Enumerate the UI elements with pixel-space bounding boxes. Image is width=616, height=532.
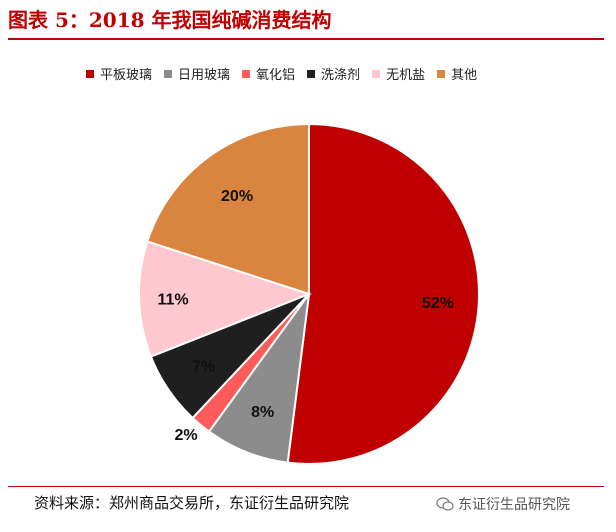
pie-chart: 52% 8% 2% 7% 11% 20% (138, 122, 481, 465)
legend-item-2: 氧化铝 (242, 64, 295, 83)
legend-swatch-3 (307, 69, 316, 78)
legend-label-1: 日用玻璃 (178, 68, 231, 83)
legend-item-3: 洗涤剂 (307, 64, 360, 83)
watermark: 东证衍生品研究院 (436, 494, 570, 514)
pie-label-1: 8% (251, 404, 274, 421)
source-divider (8, 486, 604, 487)
legend-item-5: 其他 (437, 64, 477, 83)
legend-label-3: 洗涤剂 (321, 68, 361, 83)
legend-label-5: 其他 (451, 68, 478, 83)
title-divider (8, 38, 604, 40)
legend-swatch-2 (242, 69, 251, 78)
pie-slice-4 (138, 240, 312, 358)
legend-swatch-0 (86, 69, 94, 78)
wechat-icon (436, 497, 454, 511)
source-note: 资料来源：郑州商品交易所，东证衍生品研究院 (34, 494, 350, 512)
legend-swatch-5 (437, 69, 446, 78)
pie-label-2: 2% (174, 427, 197, 444)
legend-swatch-4 (372, 69, 381, 78)
legend-item-1: 日用玻璃 (164, 64, 230, 83)
legend-label-0: 平板玻璃 (100, 68, 153, 83)
legend-item-0: 平板玻璃 (86, 64, 152, 83)
pie-label-4: 11% (157, 291, 188, 308)
chart-title: 图表 5：2018 年我国纯碱消费结构 (8, 8, 332, 32)
pie-label-5: 20% (221, 188, 253, 205)
legend-item-4: 无机盐 (372, 64, 425, 83)
pie-slice-0 (286, 122, 481, 465)
pie-slice-5 (146, 122, 310, 296)
watermark-text: 东证衍生品研究院 (458, 497, 570, 513)
pie-label-0: 52% (422, 295, 454, 312)
legend-label-2: 氧化铝 (256, 68, 296, 83)
legend-swatch-1 (164, 69, 173, 78)
legend-label-4: 无机盐 (386, 68, 426, 83)
pie-label-3: 7% (192, 359, 215, 376)
chart-legend: 平板玻璃 日用玻璃 氧化铝 洗涤剂 无机盐 其他 (86, 64, 477, 83)
